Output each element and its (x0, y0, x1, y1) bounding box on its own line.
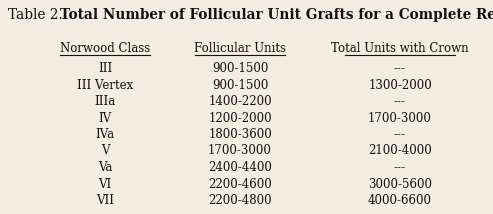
Text: 1300-2000: 1300-2000 (368, 79, 432, 92)
Text: ---: --- (394, 161, 406, 174)
Text: Follicular Units: Follicular Units (194, 42, 286, 55)
Text: Norwood Class: Norwood Class (60, 42, 150, 55)
Text: 1700-3000: 1700-3000 (208, 144, 272, 158)
Text: III: III (98, 62, 112, 75)
Text: 2200-4800: 2200-4800 (208, 194, 272, 207)
Text: Total Units with Crown: Total Units with Crown (331, 42, 469, 55)
Text: 1800-3600: 1800-3600 (208, 128, 272, 141)
Text: IIIa: IIIa (94, 95, 116, 108)
Text: 1700-3000: 1700-3000 (368, 111, 432, 125)
Text: ---: --- (394, 95, 406, 108)
Text: IV: IV (99, 111, 111, 125)
Text: Total Number of Follicular Unit Grafts for a Complete Restoration: Total Number of Follicular Unit Grafts f… (60, 8, 493, 22)
Text: 900-1500: 900-1500 (212, 62, 268, 75)
Text: 3000-5600: 3000-5600 (368, 177, 432, 190)
Text: 2400-4400: 2400-4400 (208, 161, 272, 174)
Text: III Vertex: III Vertex (77, 79, 133, 92)
Text: IVa: IVa (96, 128, 114, 141)
Text: 4000-6600: 4000-6600 (368, 194, 432, 207)
Text: V: V (101, 144, 109, 158)
Text: 900-1500: 900-1500 (212, 79, 268, 92)
Text: 1200-2000: 1200-2000 (208, 111, 272, 125)
Text: Table 2.: Table 2. (8, 8, 71, 22)
Text: VII: VII (96, 194, 114, 207)
Text: 2100-4000: 2100-4000 (368, 144, 432, 158)
Text: ---: --- (394, 62, 406, 75)
Text: ---: --- (394, 128, 406, 141)
Text: 2200-4600: 2200-4600 (208, 177, 272, 190)
Text: VI: VI (99, 177, 111, 190)
Text: 1400-2200: 1400-2200 (208, 95, 272, 108)
Text: Va: Va (98, 161, 112, 174)
